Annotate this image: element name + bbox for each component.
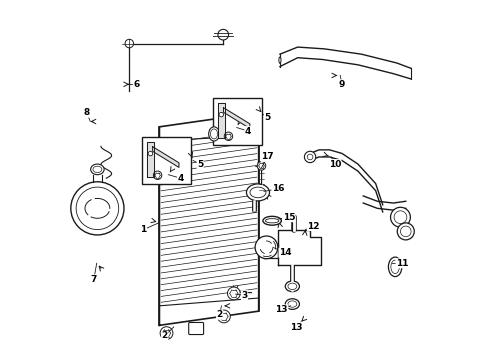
Circle shape — [160, 327, 173, 339]
Polygon shape — [363, 196, 405, 210]
Text: 11: 11 — [395, 259, 407, 268]
Ellipse shape — [278, 57, 281, 63]
Circle shape — [304, 151, 315, 163]
Circle shape — [153, 171, 162, 180]
Ellipse shape — [263, 216, 281, 225]
Polygon shape — [152, 147, 179, 167]
Circle shape — [148, 151, 152, 156]
Text: 7: 7 — [90, 275, 97, 284]
Text: 3: 3 — [241, 291, 247, 300]
Text: 13: 13 — [275, 305, 287, 314]
Text: 17: 17 — [261, 153, 273, 162]
Circle shape — [217, 310, 230, 323]
Circle shape — [257, 162, 265, 170]
Polygon shape — [278, 230, 320, 265]
Ellipse shape — [285, 299, 299, 309]
Polygon shape — [264, 244, 278, 258]
Text: 4: 4 — [244, 127, 251, 136]
Text: 5: 5 — [197, 159, 203, 168]
Ellipse shape — [208, 127, 219, 141]
Ellipse shape — [246, 184, 269, 201]
Text: 12: 12 — [307, 221, 319, 230]
Text: 4: 4 — [177, 174, 183, 183]
Circle shape — [255, 236, 277, 259]
Circle shape — [219, 112, 223, 117]
Ellipse shape — [90, 164, 104, 175]
FancyBboxPatch shape — [188, 323, 203, 334]
Text: 15: 15 — [282, 213, 294, 222]
Circle shape — [218, 30, 228, 40]
Ellipse shape — [210, 129, 217, 139]
Bar — [212, 99, 262, 145]
Text: 14: 14 — [278, 248, 291, 257]
Circle shape — [71, 182, 124, 235]
Text: 16: 16 — [271, 184, 284, 193]
Text: 13: 13 — [289, 323, 302, 332]
Polygon shape — [159, 113, 258, 325]
Circle shape — [224, 132, 232, 140]
Bar — [142, 138, 191, 184]
Text: 6: 6 — [133, 80, 139, 89]
Polygon shape — [309, 150, 382, 212]
Polygon shape — [279, 47, 410, 79]
Text: 2: 2 — [216, 310, 223, 319]
Polygon shape — [146, 142, 154, 177]
Text: 5: 5 — [264, 113, 270, 122]
Ellipse shape — [285, 281, 299, 292]
Polygon shape — [223, 108, 249, 129]
Ellipse shape — [387, 257, 401, 276]
Polygon shape — [217, 103, 224, 138]
Text: 10: 10 — [328, 159, 340, 168]
Circle shape — [125, 39, 133, 48]
Text: 2: 2 — [162, 332, 167, 341]
Circle shape — [396, 223, 413, 240]
Text: 8: 8 — [83, 108, 90, 117]
Circle shape — [390, 207, 409, 227]
Text: 1: 1 — [140, 225, 146, 234]
Circle shape — [227, 287, 240, 300]
Text: 9: 9 — [338, 80, 345, 89]
